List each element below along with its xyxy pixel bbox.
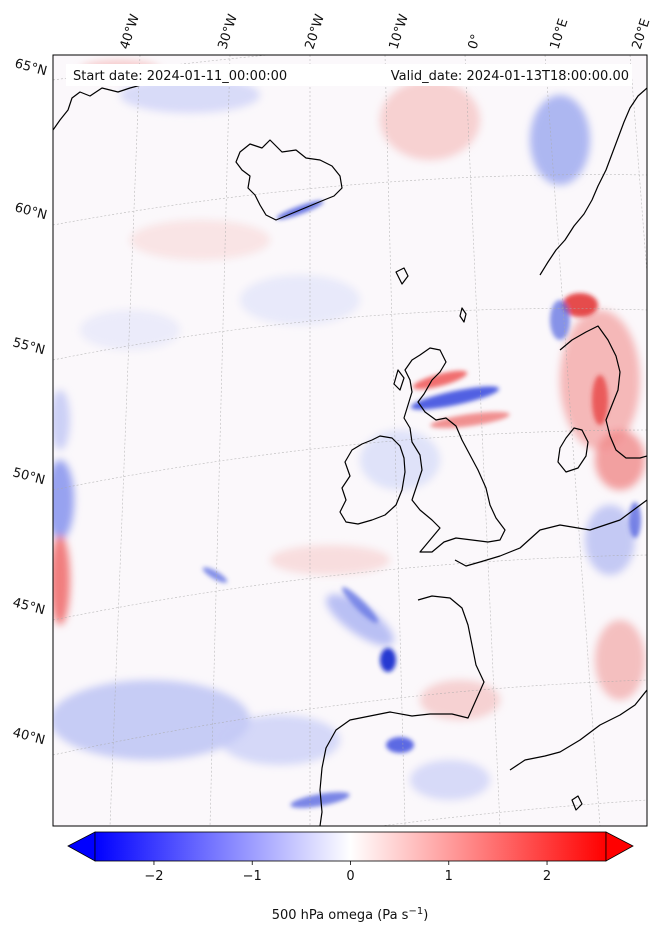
lon-label-10e: 10°E: [548, 17, 572, 51]
gridline-lon-40w: [109, 55, 141, 826]
coastline-iceland: [235, 139, 343, 221]
graticule: [53, 55, 647, 826]
coastline-outer-hebrides: [393, 369, 405, 391]
lon-label-30w: 30°W: [216, 12, 241, 51]
lon-label-40w: 40°W: [118, 12, 143, 51]
coastline-shetland: [459, 307, 467, 323]
colorbar-body: [94, 831, 607, 862]
lat-label-40n: 40°N: [11, 725, 47, 748]
gridline-lat-40: [53, 679, 647, 756]
coastlines: [53, 71, 647, 826]
colorbar-label-close: ): [423, 908, 428, 923]
header-band: [66, 64, 632, 86]
coastline-sweden: [559, 325, 647, 459]
latitude-labels: 65°N 60°N 55°N 50°N 45°N 40°N: [11, 56, 49, 748]
lat-label-65n: 65°N: [13, 56, 49, 79]
lat-label-60n: 60°N: [13, 200, 49, 223]
gridline-lat-55: [53, 308, 647, 361]
gridline-lon-30w: [209, 55, 231, 826]
gridline-lat-45: [53, 554, 647, 621]
coastline-denmark: [557, 427, 589, 473]
gridline-lat-50: [53, 429, 647, 491]
coastline-norway: [539, 87, 647, 276]
gridline-lon-10e: [544, 55, 601, 826]
lat-label-50n: 50°N: [11, 465, 47, 488]
lon-label-0: 0°: [466, 33, 485, 52]
colorbar-extend-low: [67, 831, 96, 862]
gridline-lon-0: [464, 55, 501, 826]
colorbar-tick-label: 0: [346, 869, 354, 884]
lon-label-20e: 20°E: [630, 17, 654, 51]
lon-label-20w: 20°W: [303, 12, 328, 51]
gridline-lat-35: [378, 799, 647, 826]
gridline-lon-20e: [629, 55, 647, 278]
start-date-label: Start date: 2024-01-11_00:00:00: [73, 69, 287, 84]
valid-date-label: Valid_date: 2024-01-13T18:00:00.00: [391, 69, 629, 84]
coastline-mediterranean: [509, 689, 647, 771]
map-frame: [52, 54, 648, 827]
colorbar-extend-high: [605, 831, 634, 862]
coastline-ireland: [339, 435, 406, 525]
coastline-biscay: [319, 595, 485, 826]
colorbar: −2 −1 0 1 2 500 hPa omega (Pa s−1): [67, 831, 634, 923]
colorbar-label-text: 500 hPa omega (Pa s: [272, 908, 409, 923]
longitude-labels: 40°W 30°W 20°W 10°W 0° 10°E 20°E: [118, 12, 654, 51]
colorbar-label: 500 hPa omega (Pa s−1): [272, 906, 429, 923]
colorbar-label-exponent: −1: [408, 906, 423, 917]
coastline-faroes: [395, 267, 409, 285]
lat-label-45n: 45°N: [11, 595, 47, 618]
lat-label-55n: 55°N: [11, 335, 47, 358]
lon-label-10w: 10°W: [387, 12, 412, 51]
colorbar-tick-label: −2: [144, 869, 163, 884]
colorbar-ticks: −2 −1 0 1 2: [144, 861, 551, 884]
map-panel: Start date: 2024-01-11_00:00:00 Valid_da…: [52, 54, 648, 827]
colorbar-tick-label: 1: [445, 869, 453, 884]
coastline-scotland: [403, 347, 506, 553]
colorbar-tick-label: 2: [543, 869, 551, 884]
gridline-lat-60: [53, 174, 647, 226]
coastline-france-iberia: [454, 499, 647, 567]
colorbar-tick-label: −1: [243, 869, 262, 884]
coastline-corsica: [571, 795, 583, 811]
